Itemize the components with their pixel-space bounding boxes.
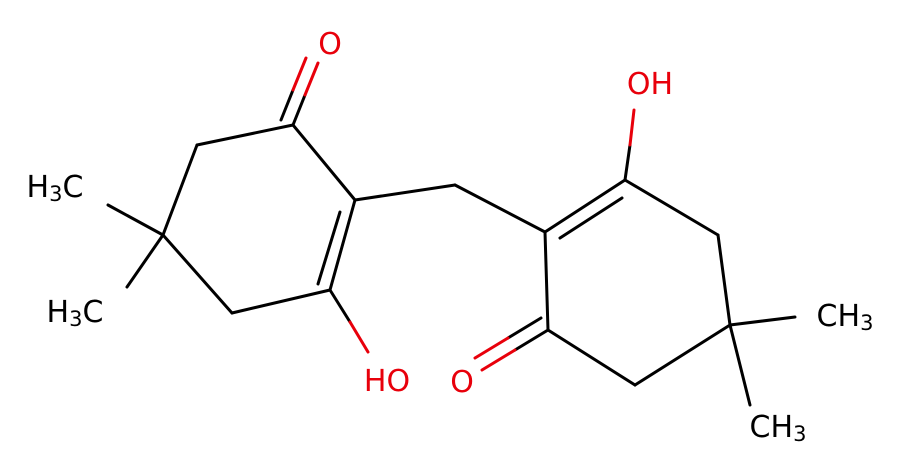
atom-label: HO [364, 364, 410, 399]
atom-label: CH3 [750, 410, 807, 447]
atom-label: O [450, 365, 474, 400]
atom-label: CH3 [817, 299, 874, 336]
atom-label: H3C [27, 170, 84, 207]
atom-label: OH [627, 67, 673, 102]
atom-label: O [318, 27, 342, 62]
bonds [106, 56, 797, 407]
atom-label: H3C [47, 295, 104, 332]
